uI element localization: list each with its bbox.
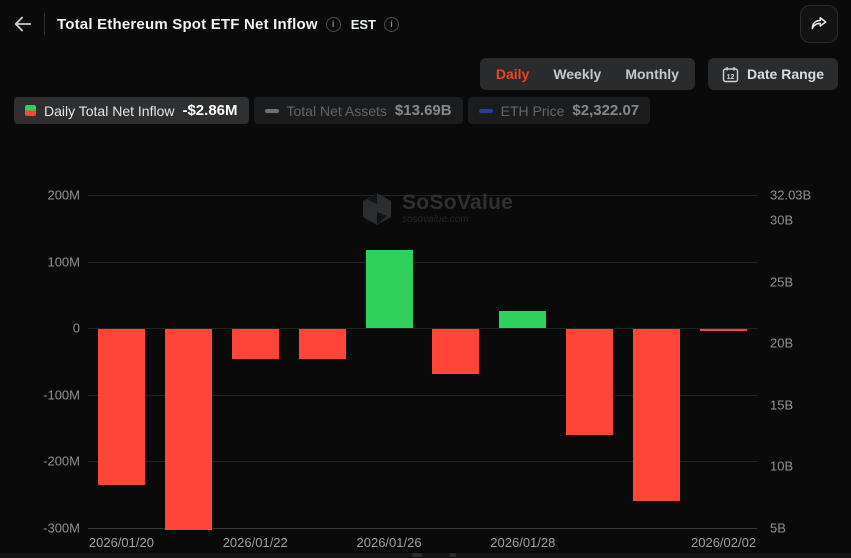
legend-item-total-net-assets[interactable]: Total Net Assets $13.69B <box>253 97 463 124</box>
gridline <box>88 394 757 396</box>
page-title: Total Ethereum Spot ETF Net Inflow <box>57 15 318 33</box>
legend-label: Total Net Assets <box>286 102 387 119</box>
legend-value: $2,322.07 <box>572 102 640 119</box>
y-axis-right-tick: 32.03B <box>770 187 812 203</box>
sosovalue-logo-icon <box>363 193 391 225</box>
chart-bar-2026/01/30[interactable] <box>633 328 681 502</box>
y-axis-left-tick: -200M <box>43 453 80 469</box>
gridline <box>88 195 757 196</box>
chart-bar-2026/01/29[interactable] <box>566 328 614 435</box>
watermark-domain: sosovalue.com <box>402 213 469 225</box>
legend-item-eth-price[interactable]: ETH Price $2,322.07 <box>467 97 651 124</box>
x-axis-tick: 2026/01/22 <box>222 535 288 550</box>
header-divider <box>44 13 45 35</box>
gridline <box>88 461 757 463</box>
share-icon <box>811 17 827 30</box>
share-button[interactable] <box>800 5 838 43</box>
tab-daily[interactable]: Daily <box>484 58 541 90</box>
x-axis-tick: 2026/01/20 <box>88 535 154 550</box>
timezone-label: EST <box>350 16 376 32</box>
y-axis-left-tick: 0 <box>72 320 80 336</box>
chart-bar-2026/02/02[interactable] <box>700 328 748 332</box>
y-axis-left-tick: -300M <box>43 520 80 536</box>
watermark: SoSoValue sosovalue.com <box>360 191 513 225</box>
legend-value: -$2.86M <box>182 102 238 119</box>
y-axis-right-tick: 20B <box>770 335 794 351</box>
x-axis-tick: 2026/01/26 <box>356 535 422 550</box>
legend-value: $13.69B <box>394 102 452 119</box>
chart-bar-2026/01/22[interactable] <box>231 328 279 359</box>
chart-bar-2026/01/21[interactable] <box>164 328 212 531</box>
tab-monthly[interactable]: Monthly <box>613 58 691 90</box>
chart-bar-2026/01/23[interactable] <box>298 328 346 359</box>
bottom-slider-strip[interactable] <box>0 553 851 558</box>
calendar-day-number: 12 <box>727 74 735 81</box>
slider-handle-icon[interactable] <box>450 553 456 557</box>
x-axis-line <box>88 528 757 529</box>
chart-bar-2026/01/20[interactable] <box>97 328 145 486</box>
header: Total Ethereum Spot ETF Net Inflow i EST… <box>0 0 851 48</box>
y-axis-right-tick: 10B <box>770 458 794 474</box>
legend-label: Daily Total Net Inflow <box>44 102 175 119</box>
y-axis-right-tick: 25B <box>770 274 794 290</box>
y-axis-left-tick: 200M <box>47 187 80 203</box>
chart-bar-2026/01/28[interactable] <box>499 310 547 329</box>
y-axis-left-tick: -100M <box>43 387 80 403</box>
legend-label: ETH Price <box>500 102 565 119</box>
gridline <box>88 328 757 330</box>
timezone-info-icon[interactable]: i <box>383 16 399 32</box>
period-tab-group: Daily Weekly Monthly <box>479 58 695 90</box>
back-arrow-icon <box>14 16 32 32</box>
legend-row: Daily Total Net Inflow -$2.86M Total Net… <box>14 97 651 124</box>
controls-row: Daily Weekly Monthly 12 Date Range <box>479 58 838 90</box>
chart-bar-2026/01/27[interactable] <box>432 328 480 374</box>
legend-item-daily-net-inflow[interactable]: Daily Total Net Inflow -$2.86M <box>14 97 249 124</box>
back-button[interactable] <box>12 13 34 35</box>
tab-weekly[interactable]: Weekly <box>541 58 613 90</box>
y-axis-right-tick: 30B <box>770 212 794 228</box>
calendar-icon: 12 <box>722 66 739 82</box>
x-axis-tick: 2026/02/02 <box>691 535 757 550</box>
x-axis-tick: 2026/01/28 <box>490 535 556 550</box>
gridline <box>88 261 757 263</box>
green-red-swatch-icon <box>25 105 36 116</box>
date-range-label: Date Range <box>746 66 824 82</box>
blue-dash-swatch-icon <box>478 108 493 113</box>
title-info-icon[interactable]: i <box>325 16 341 32</box>
chart-bar-2026/01/26[interactable] <box>365 250 413 329</box>
y-axis-left-tick: 100M <box>47 254 80 270</box>
slider-handle-icon[interactable] <box>412 553 422 557</box>
gray-dash-swatch-icon <box>264 108 279 113</box>
y-axis-right-tick: 5B <box>770 520 786 536</box>
y-axis-right-tick: 15B <box>770 397 794 413</box>
date-range-button[interactable]: 12 Date Range <box>707 58 838 90</box>
